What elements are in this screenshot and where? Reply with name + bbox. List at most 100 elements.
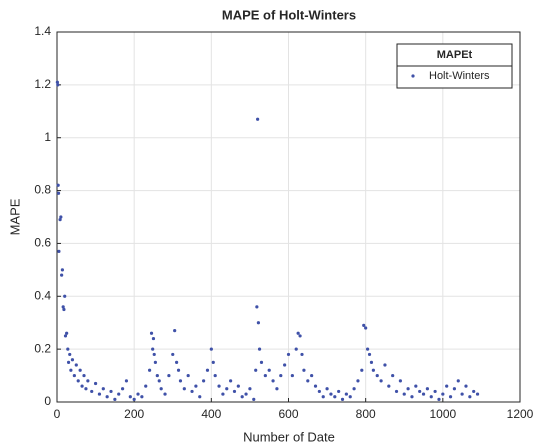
point (65, 331, 69, 335)
point (153, 360, 157, 364)
x-tick-label: 1000 (429, 407, 456, 421)
point (414, 384, 418, 388)
legend-marker (411, 74, 415, 78)
point (132, 397, 136, 401)
point (391, 373, 395, 378)
point (302, 368, 306, 372)
point (329, 392, 333, 396)
point (352, 387, 356, 391)
y-tick-label: 0.8 (34, 183, 51, 197)
point (429, 395, 433, 399)
y-tick-label: 1.4 (34, 24, 51, 38)
point (367, 352, 372, 357)
point (152, 352, 156, 357)
point (217, 384, 221, 388)
point (176, 368, 181, 372)
point (171, 352, 175, 357)
point (263, 373, 267, 378)
point (356, 379, 360, 383)
point (157, 379, 161, 383)
point (369, 360, 374, 364)
point (117, 392, 121, 396)
point (74, 363, 78, 367)
point (468, 395, 472, 399)
x-tick-label: 1200 (507, 407, 534, 421)
point (76, 379, 80, 383)
point (66, 360, 71, 364)
point (402, 392, 406, 396)
point (63, 334, 68, 338)
point (225, 387, 229, 391)
point (209, 347, 213, 351)
point (290, 373, 294, 378)
point (57, 249, 61, 253)
legend: MAPEt Holt-Winters (396, 43, 513, 89)
point (348, 395, 352, 399)
x-axis-label: Number of Date (243, 429, 335, 444)
point (259, 360, 264, 364)
point (437, 397, 441, 401)
axes-frame (56, 31, 521, 403)
point (433, 389, 437, 394)
point (205, 368, 210, 372)
x-tick-label: 200 (124, 407, 144, 421)
point (202, 379, 206, 383)
point (257, 347, 262, 351)
y-tick-label: 0 (44, 394, 51, 408)
point (97, 392, 102, 396)
point (128, 395, 132, 399)
point (421, 392, 426, 396)
point (410, 395, 414, 399)
point (82, 373, 86, 378)
point (190, 389, 194, 394)
point (151, 347, 155, 351)
point (275, 387, 279, 391)
point (148, 368, 152, 372)
point (140, 395, 144, 399)
point (86, 379, 90, 383)
y-tick-label: 0.2 (34, 341, 51, 355)
point (56, 191, 61, 195)
chart-title: MAPE of Holt-Winters (222, 7, 356, 22)
point (425, 387, 429, 391)
point (398, 379, 402, 383)
point (194, 384, 198, 388)
point (283, 363, 287, 367)
point (271, 379, 275, 383)
y-tick-label: 1 (44, 130, 51, 144)
point (456, 379, 460, 383)
point (136, 392, 140, 396)
point (306, 379, 310, 383)
point (229, 379, 233, 383)
point (300, 352, 304, 357)
point (93, 381, 98, 386)
point (445, 384, 449, 388)
point (371, 368, 375, 372)
point (101, 387, 105, 391)
point (236, 384, 240, 388)
point (418, 389, 422, 394)
point (472, 389, 476, 394)
point (60, 273, 64, 277)
x-tick-label: 400 (201, 407, 221, 421)
point (448, 395, 453, 399)
point (298, 334, 302, 338)
point (256, 321, 261, 325)
point (394, 389, 399, 394)
point (124, 379, 129, 383)
point (387, 384, 391, 388)
x-tick-label: 800 (356, 407, 376, 421)
point (340, 397, 345, 401)
point (464, 384, 468, 388)
point (63, 294, 67, 298)
point (333, 395, 337, 399)
point (344, 392, 348, 396)
point (379, 379, 383, 383)
point (255, 305, 259, 309)
y-axis-label: MAPE (7, 198, 22, 235)
point (72, 373, 76, 378)
point (475, 392, 480, 396)
point (113, 397, 117, 401)
point (173, 329, 177, 333)
